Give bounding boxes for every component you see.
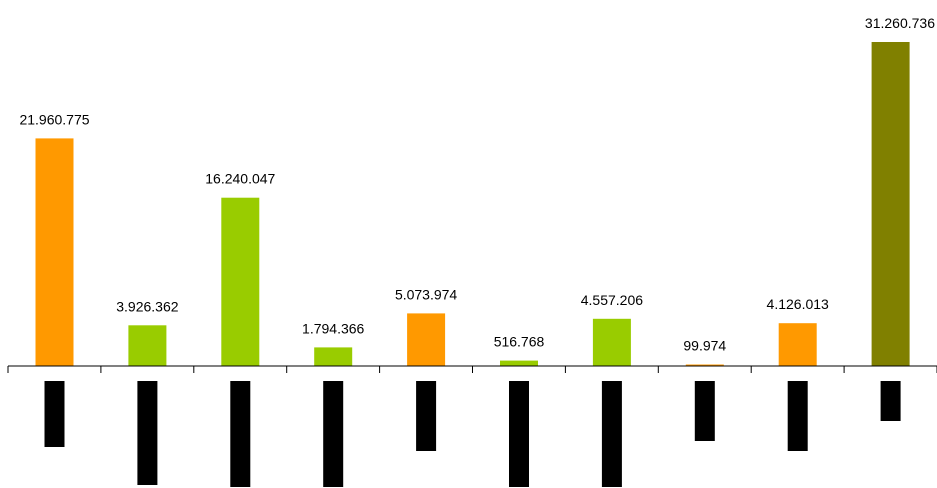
category-label-obscured bbox=[230, 381, 251, 487]
bar-value-label: 31.260.736 bbox=[865, 15, 935, 31]
bar bbox=[128, 325, 167, 366]
bar bbox=[592, 318, 631, 366]
category-label-obscured bbox=[601, 381, 622, 487]
bar bbox=[500, 360, 538, 366]
category-label-obscured bbox=[880, 381, 901, 421]
category-label-obscured bbox=[44, 381, 65, 447]
bars-group bbox=[35, 42, 910, 366]
category-labels-group bbox=[44, 381, 901, 487]
bar-value-label: 3.926.362 bbox=[116, 298, 178, 314]
bar bbox=[407, 313, 446, 366]
category-label-obscured bbox=[787, 381, 808, 451]
value-labels-group: 21.960.775 3.926.362 16.240.047 1.794.366 5.… bbox=[19, 15, 935, 354]
bar-value-label: 4.126.013 bbox=[767, 296, 829, 312]
bar-value-label: 516.768 bbox=[494, 334, 545, 350]
bar-value-label: 99.974 bbox=[683, 338, 726, 354]
category-label-obscured bbox=[416, 381, 437, 451]
bar bbox=[35, 138, 74, 366]
category-label-obscured bbox=[137, 381, 158, 485]
bar bbox=[685, 364, 724, 366]
bar bbox=[221, 197, 260, 366]
bar bbox=[314, 347, 353, 366]
bar bbox=[778, 323, 817, 366]
bar-value-label: 21.960.775 bbox=[19, 111, 89, 127]
category-label-obscured bbox=[694, 381, 715, 441]
category-label-obscured bbox=[509, 381, 529, 487]
x-axis-ticks bbox=[7, 366, 937, 373]
bar-value-label: 5.073.974 bbox=[395, 286, 457, 302]
category-label-obscured bbox=[323, 381, 344, 487]
bar bbox=[871, 42, 910, 366]
bar-value-label: 4.557.206 bbox=[581, 292, 643, 308]
bar-value-label: 1.794.366 bbox=[302, 320, 364, 336]
bar-value-label: 16.240.047 bbox=[205, 171, 275, 187]
